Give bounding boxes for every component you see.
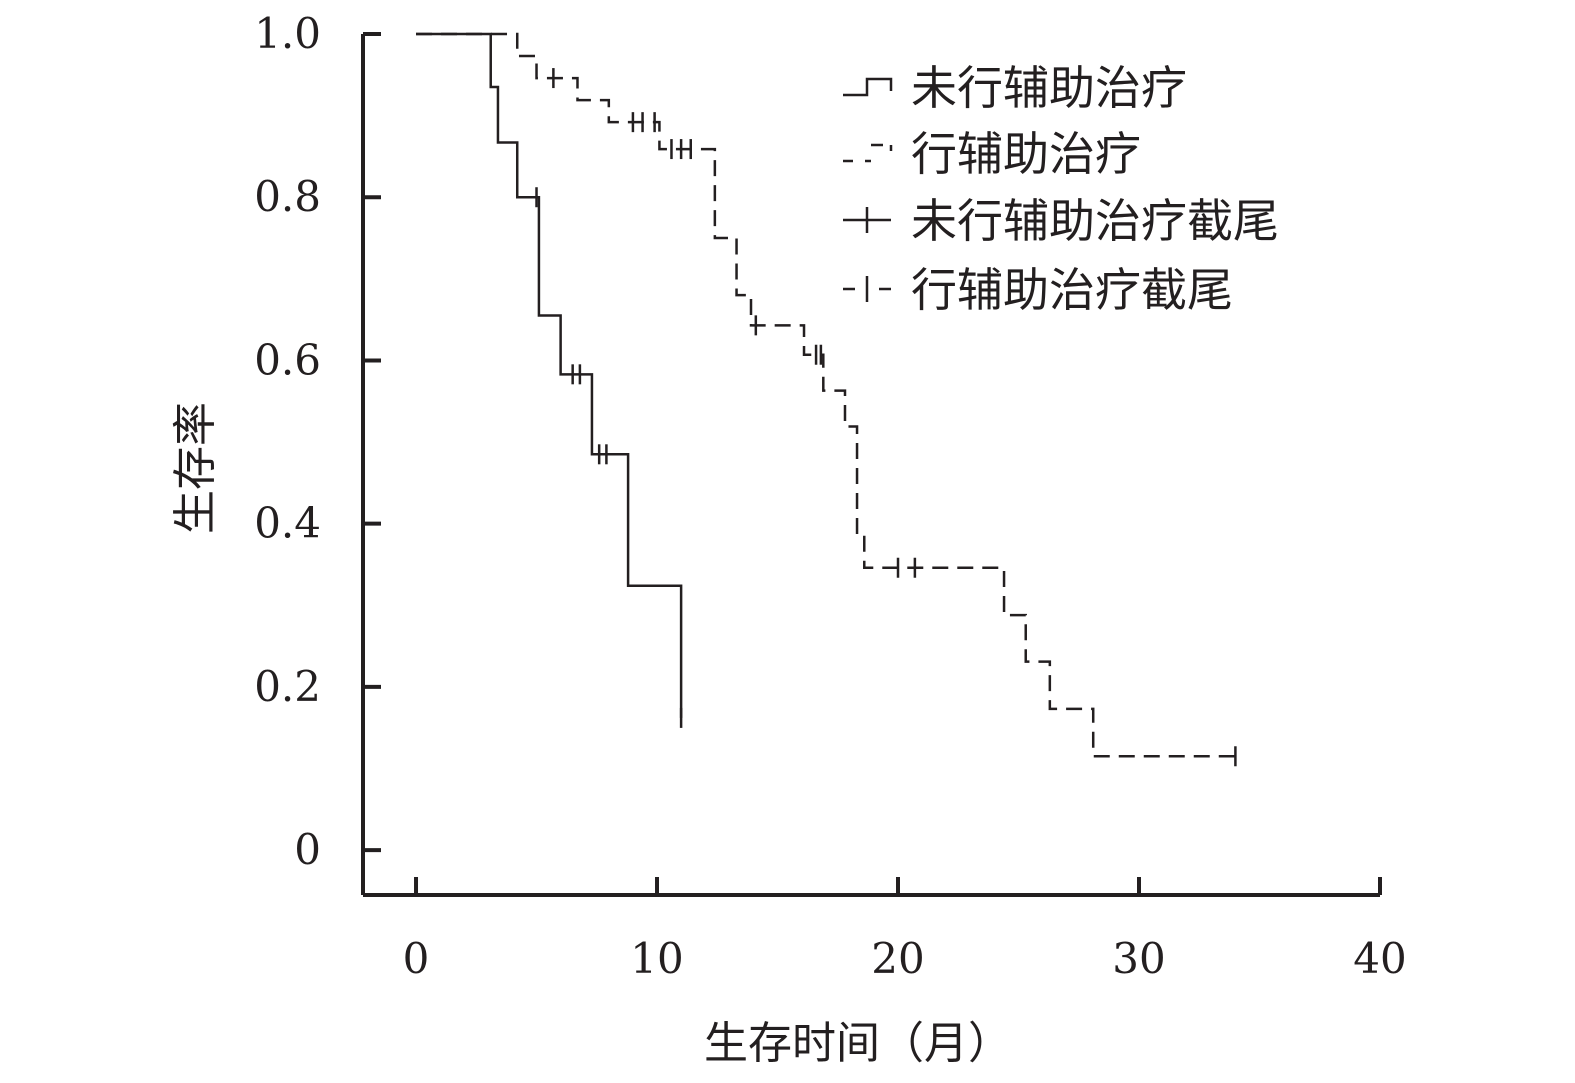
y-tick-label: 0 <box>294 825 321 874</box>
legend-swatch-dashed-censor <box>843 276 891 302</box>
legend-swatch-solid <box>843 77 893 97</box>
legend-item: 未行辅助治疗截尾 <box>843 194 1279 248</box>
x-axis: 0 10 20 30 40 <box>363 877 1407 983</box>
legend-label: 行辅助治疗 <box>911 127 1141 181</box>
legend-label: 行辅助治疗截尾 <box>911 263 1233 317</box>
x-tick-label: 10 <box>630 934 683 983</box>
x-tick-label: 20 <box>871 934 924 983</box>
y-tick-label: 0.6 <box>254 335 321 384</box>
legend-swatch-dashed <box>843 143 893 163</box>
x-tick-label: 40 <box>1353 934 1406 983</box>
survival-curves <box>416 32 1236 758</box>
legend-label: 未行辅助治疗 <box>911 61 1187 115</box>
legend-item: 行辅助治疗 <box>843 127 1141 181</box>
x-tick-label: 0 <box>403 934 430 983</box>
censor-marks <box>535 68 1237 767</box>
untreated-survival-curve <box>416 32 683 718</box>
x-tick-label: 30 <box>1112 934 1165 983</box>
y-tick-label: 0.4 <box>254 499 321 548</box>
legend-item: 行辅助治疗截尾 <box>843 263 1233 317</box>
legend-label: 未行辅助治疗截尾 <box>911 194 1279 248</box>
y-tick-label: 0.2 <box>254 662 321 711</box>
legend-item: 未行辅助治疗 <box>843 61 1187 115</box>
y-axis-title: 生存率 <box>170 402 221 534</box>
y-tick-label: 0.8 <box>254 172 321 221</box>
y-axis: 0 0.2 0.4 0.6 0.8 1.0 <box>254 9 381 895</box>
legend-swatch-solid-censor <box>843 207 891 233</box>
y-tick-label: 1.0 <box>254 9 321 58</box>
x-axis-title: 生存时间（月） <box>704 1018 1012 1069</box>
